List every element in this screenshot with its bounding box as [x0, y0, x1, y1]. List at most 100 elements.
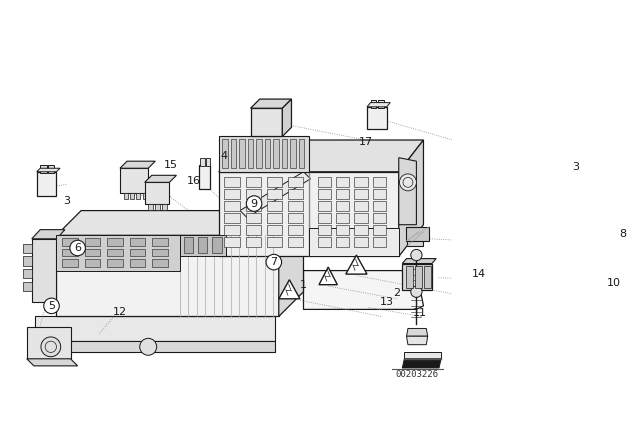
Text: 6: 6 — [74, 243, 81, 253]
Text: 16: 16 — [186, 176, 200, 186]
Text: 5: 5 — [48, 301, 55, 311]
Polygon shape — [250, 99, 291, 108]
Bar — [248, 138, 253, 168]
Polygon shape — [319, 267, 337, 284]
Polygon shape — [145, 182, 170, 203]
Bar — [62, 238, 77, 246]
Text: 15: 15 — [164, 160, 178, 170]
Text: 2: 2 — [393, 288, 400, 298]
Bar — [372, 237, 386, 246]
Bar — [317, 177, 331, 187]
Bar — [108, 259, 123, 267]
Bar — [108, 238, 123, 246]
Polygon shape — [36, 168, 60, 172]
Polygon shape — [303, 271, 424, 310]
Bar — [317, 237, 331, 246]
Bar — [372, 225, 386, 235]
Polygon shape — [399, 158, 417, 225]
Bar — [267, 237, 282, 246]
Circle shape — [399, 174, 417, 191]
Bar — [288, 202, 303, 211]
Bar — [267, 213, 282, 223]
Bar — [256, 138, 262, 168]
Bar — [148, 203, 153, 210]
Text: 9: 9 — [250, 198, 258, 208]
Polygon shape — [279, 211, 303, 316]
Polygon shape — [56, 211, 303, 235]
Bar — [288, 225, 303, 235]
Text: 1: 1 — [300, 280, 307, 290]
Circle shape — [411, 250, 422, 261]
Text: 4: 4 — [221, 151, 228, 161]
Bar — [372, 177, 386, 187]
Bar — [355, 177, 368, 187]
Circle shape — [70, 240, 85, 256]
Bar — [267, 177, 282, 187]
Bar — [355, 213, 368, 223]
Polygon shape — [282, 99, 291, 137]
Polygon shape — [56, 235, 279, 316]
Circle shape — [44, 298, 60, 314]
Text: 3: 3 — [572, 162, 579, 172]
Bar — [200, 158, 205, 166]
Bar — [130, 238, 145, 246]
Bar — [355, 237, 368, 246]
Bar — [84, 249, 100, 256]
Bar — [288, 237, 303, 246]
Bar — [225, 202, 240, 211]
Bar — [222, 138, 228, 168]
Bar — [267, 190, 282, 198]
Bar — [355, 202, 368, 211]
Bar — [290, 138, 296, 168]
Polygon shape — [145, 175, 177, 182]
Bar — [136, 193, 140, 198]
Bar — [336, 237, 349, 246]
Polygon shape — [403, 263, 432, 290]
Bar — [22, 269, 32, 278]
Polygon shape — [250, 108, 282, 137]
Polygon shape — [367, 103, 390, 107]
Bar — [225, 237, 240, 246]
Bar — [225, 177, 240, 187]
Polygon shape — [403, 359, 441, 368]
Bar — [143, 193, 147, 198]
Bar — [317, 202, 331, 211]
Bar — [378, 100, 384, 108]
Bar — [206, 158, 211, 166]
Bar — [246, 190, 261, 198]
Bar — [225, 225, 240, 235]
Polygon shape — [367, 107, 387, 129]
Bar — [225, 213, 240, 223]
Bar — [40, 165, 47, 173]
Bar — [273, 138, 279, 168]
Bar — [246, 225, 261, 235]
Bar — [288, 213, 303, 223]
Bar — [415, 267, 422, 288]
Text: 11: 11 — [413, 308, 427, 318]
Bar — [246, 237, 261, 246]
Bar — [231, 138, 236, 168]
Polygon shape — [407, 232, 424, 246]
Bar — [84, 238, 100, 246]
Bar — [355, 190, 368, 198]
Bar — [406, 267, 413, 288]
Bar — [239, 138, 245, 168]
Bar — [336, 213, 349, 223]
Circle shape — [246, 196, 262, 211]
Bar — [48, 165, 54, 173]
Bar — [225, 190, 240, 198]
Bar — [282, 138, 287, 168]
Bar — [336, 225, 349, 235]
Bar — [355, 225, 368, 235]
Polygon shape — [404, 352, 441, 359]
Bar — [371, 100, 376, 108]
Text: 7: 7 — [270, 257, 277, 267]
Bar — [267, 225, 282, 235]
Polygon shape — [35, 316, 275, 341]
Bar — [288, 177, 303, 187]
Polygon shape — [219, 137, 309, 172]
Polygon shape — [36, 172, 56, 197]
Polygon shape — [35, 341, 275, 352]
Polygon shape — [32, 230, 65, 239]
Bar — [184, 237, 193, 253]
